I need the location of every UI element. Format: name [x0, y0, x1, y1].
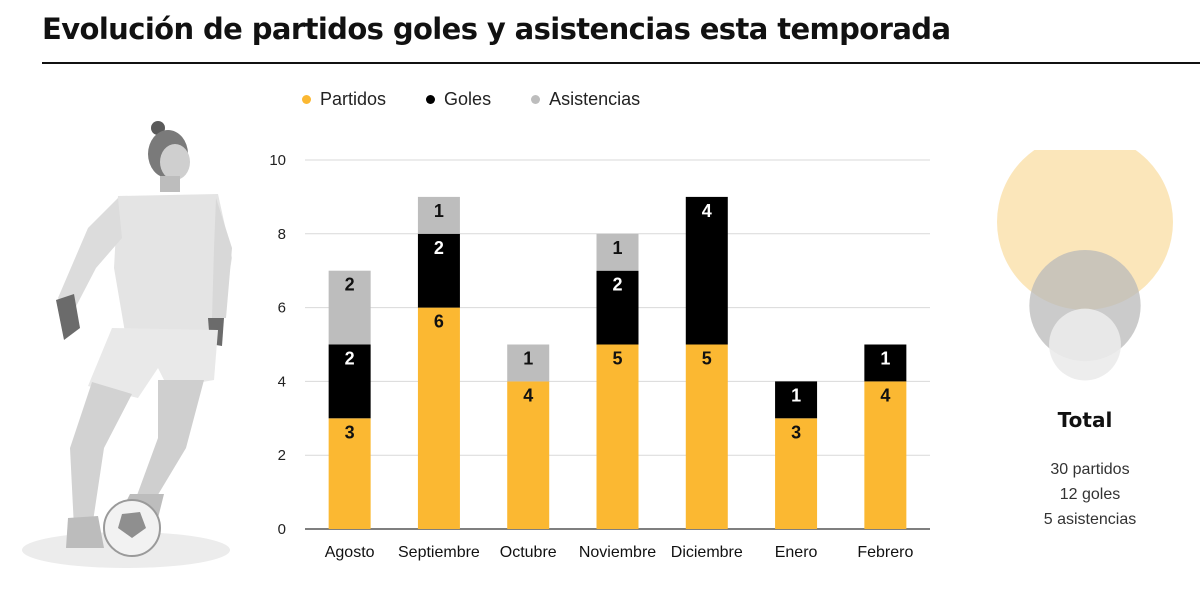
bar-segment-asistencias: [328, 270, 371, 345]
data-label: 2: [345, 349, 355, 369]
bar-segment-asistencias: [596, 233, 639, 271]
data-label: 2: [345, 275, 355, 295]
y-tick-label: 6: [278, 300, 286, 317]
data-label: 6: [434, 312, 444, 332]
legend-dot-partidos: [302, 95, 311, 104]
bar-segment-goles: [775, 381, 818, 419]
bar-segment-goles: [417, 233, 460, 308]
bar-segment-partidos: [596, 344, 639, 529]
bar-segment-partidos: [864, 381, 907, 529]
player-photo: [22, 121, 232, 568]
bar-segment-partidos: [507, 381, 550, 529]
x-tick-label: Diciembre: [671, 544, 743, 561]
total-asistencias: 5 asistencias: [1043, 511, 1137, 528]
bar-segment-goles: [685, 196, 728, 345]
chart-bars: 3 2 2 6 2 1 4 1 5 2 1 5 4 3 1 4 1: [328, 196, 907, 529]
x-tick-label: Septiembre: [398, 544, 480, 561]
bar-segment-partidos: [685, 344, 728, 529]
bar-segment-goles: [596, 270, 639, 345]
data-label: 5: [612, 349, 622, 369]
y-tick-label: 0: [278, 521, 286, 538]
bar-segment-partidos: [417, 307, 460, 529]
total-bubble-asistencias: [1049, 308, 1121, 381]
data-label: 1: [612, 238, 622, 258]
legend-item-partidos: Partidos: [302, 89, 386, 110]
total-bubble-partidos: [997, 150, 1173, 310]
bar-segment-partidos: [328, 418, 371, 529]
legend-label-asistencias: Asistencias: [549, 89, 641, 109]
data-label: 1: [434, 201, 444, 221]
data-label: 1: [880, 349, 890, 369]
page-title: Evolución de partidos goles y asistencia…: [42, 12, 951, 46]
total-bubbles: [997, 150, 1173, 381]
data-label: 2: [612, 275, 622, 295]
stacked-bar-chart: 0 2 4 6 8 10 3 2 2 6 2 1 4 1 5 2 1 5 4 3 1 4 1 Agosto Septiemb…: [269, 152, 930, 561]
data-label: 3: [791, 422, 801, 442]
x-tick-label: Octubre: [500, 544, 557, 561]
legend-dot-asistencias: [531, 95, 541, 104]
x-tick-label: Noviembre: [579, 544, 656, 561]
data-label: 4: [702, 201, 712, 221]
x-tick-label: Febrero: [857, 544, 913, 561]
x-tick-label: Enero: [775, 544, 818, 561]
y-axis: 0 2 4 6 8 10: [269, 152, 286, 538]
legend-dot-goles: [426, 95, 436, 104]
bar-segment-asistencias: [417, 196, 460, 234]
legend-item-goles: Goles: [426, 89, 491, 110]
data-label: 2: [434, 238, 444, 258]
y-tick-label: 2: [278, 447, 286, 464]
bar-segment-partidos: [775, 418, 818, 529]
data-label: 1: [791, 385, 801, 405]
data-label: 4: [880, 385, 890, 405]
legend-item-asistencias: Asistencias: [531, 89, 640, 110]
total-partidos: 30 partidos: [1050, 461, 1130, 478]
y-tick-label: 8: [278, 226, 286, 243]
total-goles: 12 goles: [1059, 486, 1121, 503]
chart-legend: Partidos Goles Asistencias: [302, 89, 680, 110]
legend-label-partidos: Partidos: [320, 89, 387, 109]
legend-label-goles: Goles: [444, 89, 492, 109]
y-tick-label: 4: [278, 373, 286, 390]
bar-segment-asistencias: [507, 344, 550, 382]
y-tick-label: 10: [269, 152, 286, 169]
bar-segment-goles: [328, 344, 371, 419]
title-divider: [42, 62, 1200, 64]
data-label: 5: [702, 349, 712, 369]
totals-title: Total: [1057, 408, 1113, 432]
data-label: 1: [523, 349, 533, 369]
data-label: 4: [523, 385, 533, 405]
data-label: 3: [345, 422, 355, 442]
bar-segment-goles: [864, 344, 907, 382]
x-axis: Agosto Septiembre Octubre Noviembre Diciembr…: [325, 544, 914, 561]
x-tick-label: Agosto: [325, 544, 375, 561]
